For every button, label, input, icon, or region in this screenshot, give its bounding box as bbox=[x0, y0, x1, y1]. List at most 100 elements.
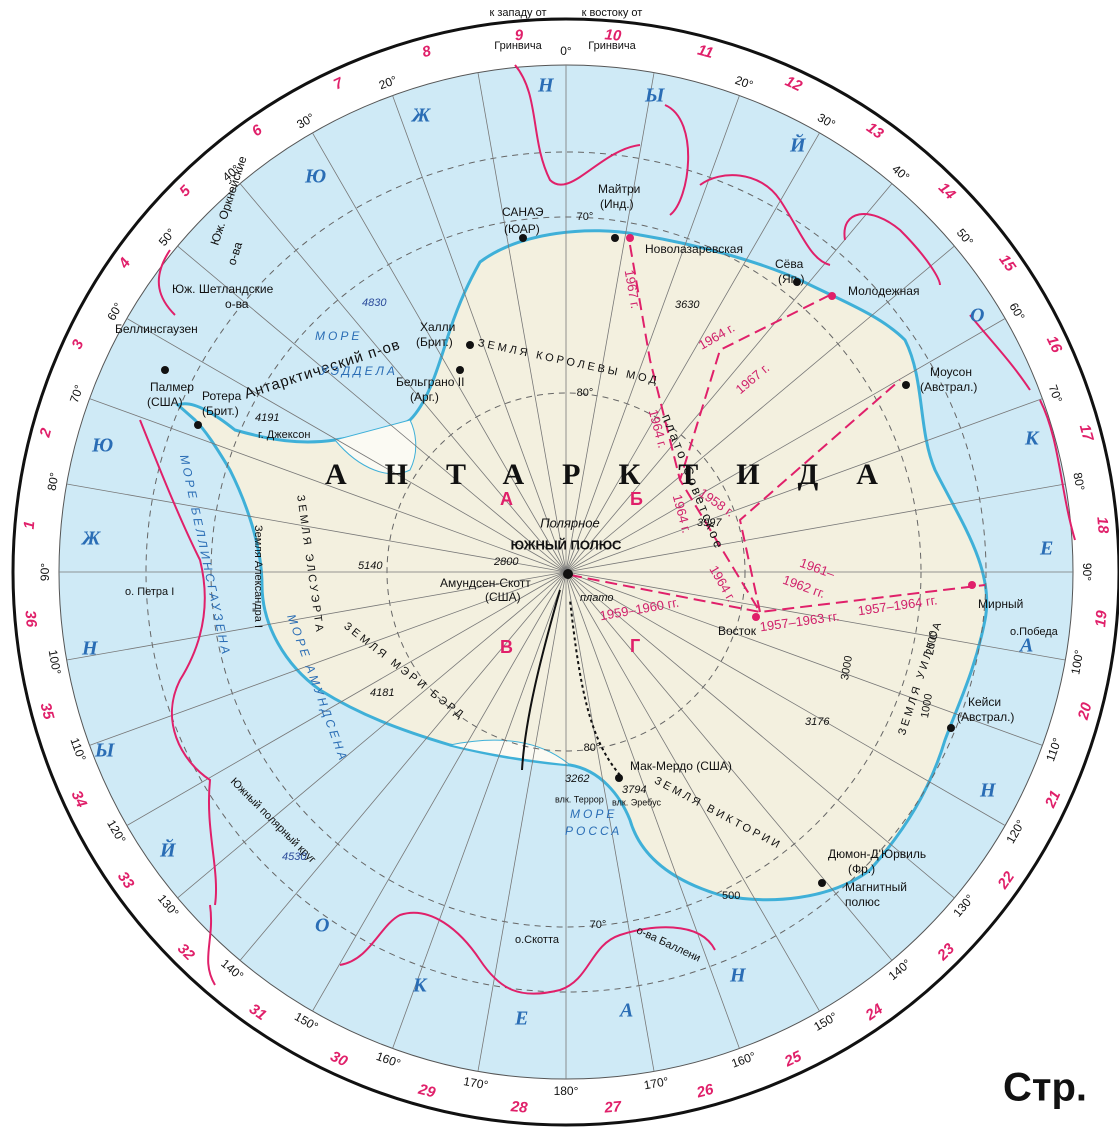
meridian-label: 100° bbox=[46, 649, 64, 676]
ocean-letter: Н bbox=[81, 638, 99, 660]
meridian-line bbox=[126, 318, 567, 573]
place: о.Победа bbox=[1010, 626, 1059, 638]
lat-label: 70° bbox=[577, 211, 594, 223]
place: Кейси bbox=[968, 695, 1001, 709]
region-letter: А bbox=[500, 489, 513, 509]
ocean-letter: Ю bbox=[304, 166, 326, 188]
place: полюс bbox=[845, 895, 880, 909]
elevation: 5140 bbox=[358, 560, 383, 572]
south-pole: ЮЖНЫЙ ПОЛЮС bbox=[511, 537, 622, 552]
zone-number: 34 bbox=[68, 788, 91, 811]
zone-number: 12 bbox=[782, 73, 805, 96]
ocean-letter: К bbox=[412, 975, 428, 997]
ocean-letter: Ю bbox=[91, 435, 113, 457]
zone-number: 35 bbox=[36, 701, 57, 722]
meridian-line bbox=[177, 245, 567, 573]
meridian-label: 100° bbox=[1068, 649, 1086, 676]
elevation: 2800 bbox=[493, 556, 519, 568]
place: Магнитный bbox=[845, 880, 907, 894]
place: (Инд.) bbox=[600, 197, 634, 211]
zone-number: 19 bbox=[1092, 609, 1110, 628]
zone-number: 1 bbox=[21, 520, 39, 530]
place: (Брит.) bbox=[202, 404, 239, 418]
zone-number: 18 bbox=[1093, 516, 1111, 535]
route-label: 1967 г. bbox=[622, 269, 644, 310]
header-text: Гринвича bbox=[494, 40, 542, 52]
sea: МОРЕ bbox=[315, 329, 362, 343]
place: Дюмон-Д'Юрвиль bbox=[828, 847, 926, 861]
meridian-label: 20° bbox=[377, 73, 399, 92]
zone-number: 16 bbox=[1043, 333, 1066, 356]
zone-number: 26 bbox=[694, 1081, 716, 1102]
stations bbox=[161, 234, 976, 887]
ocean-letter: Н bbox=[537, 75, 555, 97]
place: о. Петра I bbox=[125, 586, 174, 598]
region-name: Земля Александра I bbox=[252, 525, 264, 628]
elevation: 3630 bbox=[675, 299, 700, 311]
graticule bbox=[59, 65, 1073, 1079]
place: Халли bbox=[420, 320, 455, 334]
meridian-line bbox=[565, 398, 1043, 573]
header-text: к востоку от bbox=[582, 7, 643, 19]
ocean-letter: Й bbox=[159, 838, 177, 862]
meridian-label: 170° bbox=[462, 1074, 489, 1092]
place: Амундсен-Скотт bbox=[440, 576, 531, 590]
place: Мирный bbox=[978, 597, 1023, 611]
place: Бельграно II bbox=[396, 375, 464, 389]
ocean-letter: Ы bbox=[94, 740, 115, 762]
meridian-line bbox=[565, 245, 955, 573]
place: Полярное bbox=[540, 515, 599, 530]
meridian-line bbox=[477, 72, 567, 573]
place: Сёва bbox=[775, 257, 804, 271]
place: (Арг.) bbox=[410, 390, 439, 404]
zone-number: 11 bbox=[696, 42, 715, 62]
meridian-line bbox=[565, 132, 820, 573]
ocean-letters: Ю Ж Н Ы Й О К Е А Н Ю Ж Н Ы Й О К Е А Н bbox=[80, 75, 1053, 1030]
place: Юж. Шетландские bbox=[172, 282, 274, 296]
meridian-line bbox=[565, 483, 1066, 573]
meridian-line bbox=[89, 398, 567, 573]
place: Беллинсгаузен bbox=[115, 322, 198, 336]
place: г. Джексон bbox=[258, 429, 310, 441]
elevation: 3176 bbox=[805, 716, 830, 728]
continent-name: АНТАРКТИДА bbox=[325, 458, 916, 491]
lat-label: 80° bbox=[584, 742, 601, 754]
meridian-line bbox=[392, 571, 567, 1049]
ocean-letter: Ж bbox=[80, 528, 101, 550]
expedition-routes bbox=[569, 244, 986, 614]
region-letter: Г bbox=[630, 636, 640, 656]
zone-number: 9 bbox=[514, 27, 524, 45]
place: (США) bbox=[485, 590, 521, 604]
ocean-letter: Е bbox=[514, 1008, 528, 1030]
meridian-label: 0° bbox=[560, 44, 572, 58]
place: влк. Эребус bbox=[612, 797, 661, 807]
zone-number: 21 bbox=[1041, 788, 1064, 811]
meridian-line bbox=[565, 72, 655, 573]
meridian-line bbox=[177, 571, 567, 899]
contour: 2000 bbox=[924, 630, 940, 656]
ocean-letter: Ы bbox=[644, 85, 665, 107]
zone-number: 17 bbox=[1076, 422, 1097, 443]
meridian-line bbox=[565, 571, 955, 899]
place: о.Скотта bbox=[515, 934, 560, 946]
ocean-letter: О bbox=[315, 915, 329, 937]
contour: 500 bbox=[722, 890, 740, 902]
elevation: 4191 bbox=[255, 412, 279, 424]
meridian-line bbox=[66, 571, 567, 661]
meridian-line bbox=[565, 318, 1006, 573]
meridian-line bbox=[565, 571, 1043, 746]
place: (Брит.) bbox=[416, 335, 453, 349]
meridian-line bbox=[66, 483, 567, 573]
elevation: 3997 bbox=[697, 517, 722, 529]
sea: УЭДДЕЛА bbox=[319, 364, 398, 378]
place: Майтри bbox=[598, 182, 640, 196]
meridian-line bbox=[126, 571, 567, 826]
meridian-label: 70° bbox=[67, 383, 86, 405]
lat-labels: 70° 80° 80° 70° bbox=[577, 211, 607, 931]
zone-number: 36 bbox=[21, 610, 39, 629]
place: (ЮАР) bbox=[504, 222, 540, 236]
zone-number: 30 bbox=[328, 1048, 351, 1071]
region-letter: В bbox=[500, 637, 513, 657]
continent bbox=[175, 229, 989, 902]
place: (Австрал.) bbox=[920, 380, 977, 394]
